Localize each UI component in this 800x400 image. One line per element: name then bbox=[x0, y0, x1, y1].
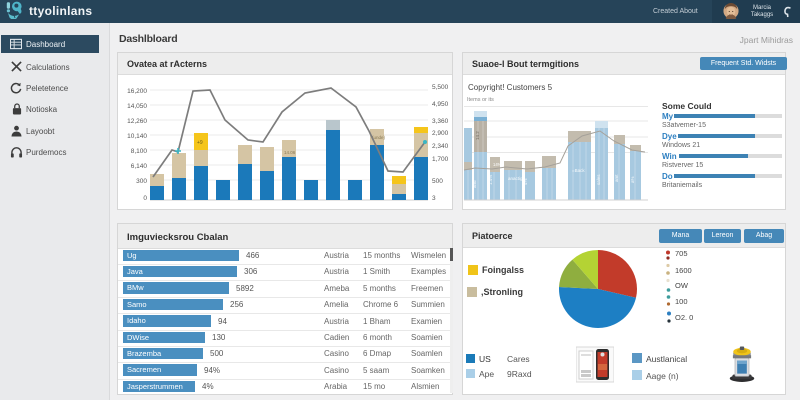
svg-text:and: and bbox=[472, 180, 477, 188]
svg-text:a%: a% bbox=[630, 176, 635, 183]
svg-text:0: 0 bbox=[143, 195, 147, 202]
svg-text:14.2: 14.2 bbox=[475, 131, 480, 140]
svg-text:3,360: 3,360 bbox=[432, 118, 449, 125]
svg-text:12,260: 12,260 bbox=[127, 118, 147, 125]
svg-text:1,700: 1,700 bbox=[432, 156, 449, 163]
svg-text:3: 3 bbox=[432, 195, 436, 202]
svg-text:=Back: =Back bbox=[572, 168, 585, 173]
svg-text:1.4%: 1.4% bbox=[488, 175, 493, 185]
svg-text:4%: 4% bbox=[523, 178, 528, 185]
svg-text:Items or its: Items or its bbox=[467, 97, 494, 103]
svg-text:(unde): (unde) bbox=[372, 135, 386, 140]
svg-text:8,100: 8,100 bbox=[131, 148, 148, 155]
svg-text:2,340: 2,340 bbox=[432, 143, 449, 150]
svg-text:4,950: 4,950 bbox=[432, 101, 449, 108]
svg-text:anactig: anactig bbox=[508, 176, 523, 181]
svg-text:+9: +9 bbox=[197, 140, 203, 146]
svg-text:amt: amt bbox=[614, 174, 619, 182]
svg-text:14,050: 14,050 bbox=[127, 103, 147, 110]
svg-text:16,200: 16,200 bbox=[127, 88, 147, 95]
svg-text:2,900: 2,900 bbox=[432, 130, 449, 137]
svg-text:14.06: 14.06 bbox=[284, 150, 296, 155]
svg-text:10,140: 10,140 bbox=[127, 133, 147, 140]
svg-text:sales: sales bbox=[596, 174, 601, 185]
svg-text:14%: 14% bbox=[493, 162, 502, 167]
svg-text:5,500: 5,500 bbox=[432, 84, 449, 91]
svg-text:6,140: 6,140 bbox=[131, 163, 148, 170]
svg-text:500: 500 bbox=[432, 178, 443, 185]
svg-text:300: 300 bbox=[136, 178, 147, 185]
